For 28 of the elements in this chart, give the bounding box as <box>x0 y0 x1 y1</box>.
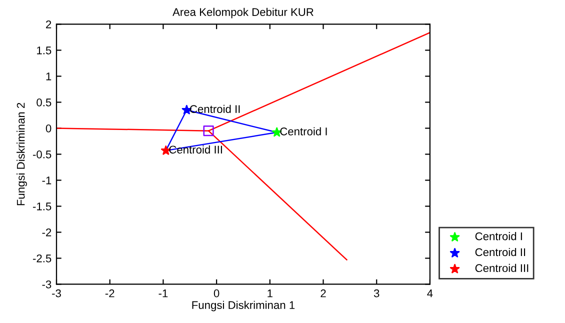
x-tick-label: 3 <box>374 289 380 298</box>
chart-title: Area Kelompok Debitur KUR <box>172 8 314 18</box>
y-tick-label: -2 <box>42 228 52 236</box>
y-tick-label: -1.5 <box>32 202 52 210</box>
y-tick-label: -3 <box>42 280 52 288</box>
x-tick-label: -3 <box>52 289 61 298</box>
x-tick-label: 4 <box>427 290 433 298</box>
x-tick-label: -1 <box>158 290 168 298</box>
x-tick-label: 0 <box>214 289 220 298</box>
annotation: Centroid I <box>280 127 327 136</box>
legend-label: Centroid I <box>475 232 522 240</box>
legend-label: Centroid II <box>475 248 526 256</box>
annotation: Centroid III <box>169 145 222 154</box>
x-tick-label: 1 <box>268 290 272 298</box>
y-tick-label: -0.5 <box>32 150 52 158</box>
y-axis-title: Fungsi Diskriminan 2 <box>16 102 27 206</box>
legend-label: Centroid III <box>475 264 528 272</box>
y-tick-label: 2 <box>46 20 52 28</box>
y-tick-label: 0 <box>46 124 52 132</box>
y-tick-label: -1 <box>42 176 52 184</box>
y-tick-label: 1 <box>46 72 52 80</box>
x-tick-label: -2 <box>105 289 114 298</box>
x-axis-title: Fungsi Diskriminan 1 <box>192 300 295 312</box>
y-tick-label: 0.5 <box>36 98 52 106</box>
y-tick-label: -2.5 <box>32 254 52 262</box>
x-tick-label: 2 <box>320 289 326 298</box>
y-tick-label: 1.5 <box>37 46 52 54</box>
annotation: Centroid II <box>190 104 240 114</box>
